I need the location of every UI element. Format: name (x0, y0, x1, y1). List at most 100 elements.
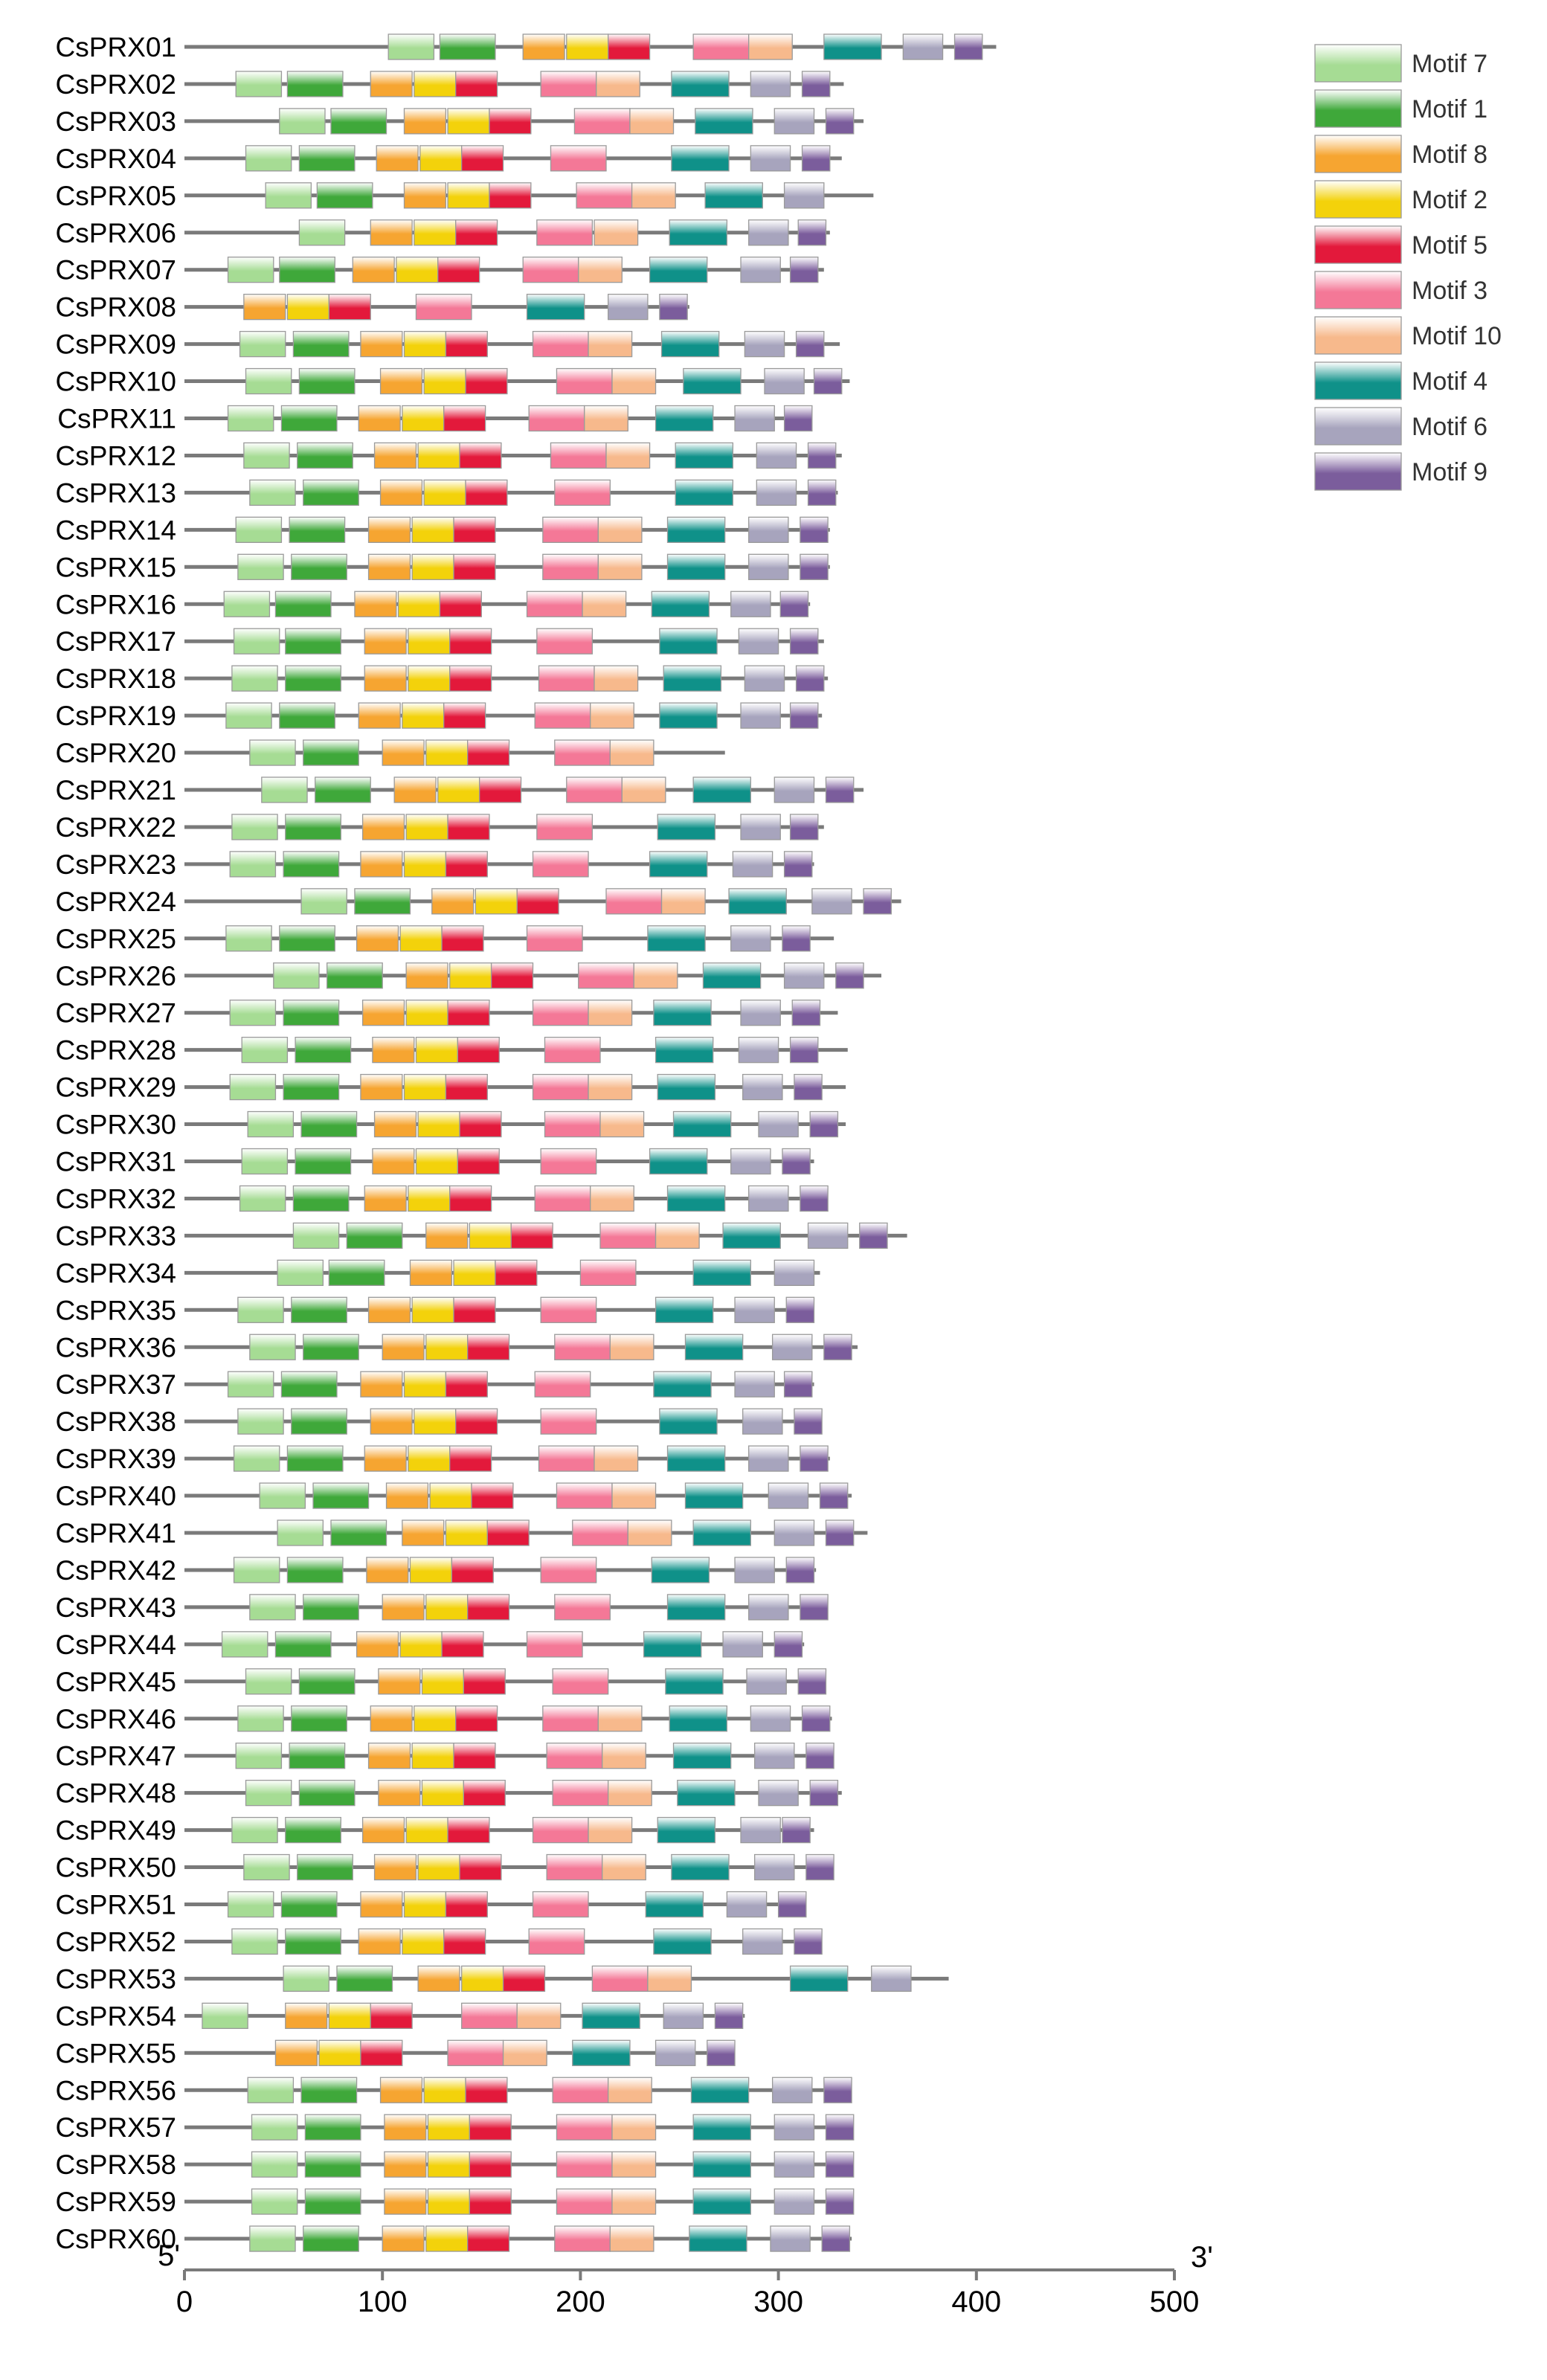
motif-8-box (370, 1705, 413, 1732)
motif-10-box (582, 591, 627, 617)
motif-1-box (291, 1408, 347, 1435)
motif-2-box (415, 1148, 459, 1175)
motif-9-box (800, 1594, 829, 1621)
motif-4-box (666, 1185, 726, 1212)
motif-3-box (556, 2188, 613, 2215)
gene-label: CsPRX25 (56, 924, 176, 954)
motif-9-box (794, 1928, 823, 1955)
motif-8-box (367, 516, 411, 543)
gene-row: CsPRX09 (56, 329, 840, 360)
motif-8-box (356, 1631, 399, 1658)
motif-3-box (544, 1037, 601, 1064)
motif-8-box (370, 219, 413, 246)
motif-6-box (750, 145, 791, 172)
motif-7-box (243, 442, 290, 469)
motif-6-box (740, 814, 781, 840)
legend-label: Motif 9 (1412, 458, 1488, 486)
legend-label: Motif 3 (1412, 277, 1488, 305)
motif-3-box (542, 1705, 599, 1732)
motif-1-box (289, 1743, 346, 1769)
motif-9-box (825, 2114, 855, 2141)
motif-1-box (292, 1185, 350, 1212)
motif-5-box (467, 739, 510, 766)
motif-6-box (738, 628, 779, 654)
legend-label: Motif 6 (1412, 413, 1488, 441)
motif-7-box (245, 1668, 292, 1695)
gene-label: CsPRX56 (56, 2075, 176, 2106)
motif-1-box (283, 1000, 340, 1026)
motif-9-box (789, 1037, 819, 1064)
motif-4-box (692, 2151, 751, 2178)
motif-4-box (651, 1557, 710, 1583)
motif-8-box (358, 1928, 401, 1955)
gene-row: CsPRX59 (56, 2187, 855, 2217)
motif-9-box (825, 2188, 855, 2215)
legend-swatch (1314, 316, 1402, 355)
motif-5-box (457, 1148, 500, 1175)
motif-9-box (789, 628, 819, 654)
motif-5-box (455, 219, 498, 246)
gene-label: CsPRX44 (56, 1630, 176, 1660)
motif-7-box (251, 2114, 298, 2141)
motif-1-box (274, 1631, 332, 1658)
gene-row: CsPRX12 (56, 440, 842, 471)
motif-5-box (441, 1631, 484, 1658)
motif-10-box (605, 442, 651, 469)
motif-7-box (225, 702, 272, 729)
motif-5-box (449, 1445, 492, 1472)
motif-4-box (672, 1110, 732, 1138)
motif-4-box (684, 1482, 744, 1509)
motif-3-box (532, 851, 589, 878)
motif-7-box (249, 1594, 296, 1621)
motif-1-box (285, 814, 341, 840)
motif-7-box (249, 2225, 296, 2252)
motif-7-box (245, 1779, 292, 1807)
motif-8-box (384, 2114, 427, 2141)
motif-2-box (425, 1334, 469, 1360)
gene-row: CsPRX50 (56, 1853, 834, 1883)
motif-8-box (352, 257, 395, 283)
motif-6-box (750, 1705, 791, 1732)
motif-4-box (657, 1816, 716, 1844)
motif-3-box (573, 108, 631, 135)
motif-2-box (423, 2077, 466, 2103)
motif-2-box (427, 2114, 470, 2141)
legend-swatch (1314, 407, 1402, 446)
motif-9-box (659, 293, 688, 321)
gene-label: CsPRX28 (56, 1035, 176, 1066)
motif-4-box (654, 1037, 714, 1064)
legend-swatch (1314, 271, 1402, 309)
motif-10-box (608, 2077, 652, 2103)
motif-2-box (415, 1037, 459, 1064)
motif-7-box (223, 591, 271, 617)
gene-label: CsPRX46 (56, 1704, 176, 1734)
motif-8-box (361, 814, 405, 840)
motif-7-box (233, 1445, 280, 1472)
motif-3-box (605, 888, 663, 915)
gene-label: CsPRX35 (56, 1295, 176, 1325)
motif-2-box (405, 1816, 448, 1844)
motif-2-box (409, 1557, 453, 1583)
motif-7-box (241, 1148, 289, 1175)
motif-10-box (588, 330, 633, 358)
motif-4-box (657, 814, 716, 840)
motif-3-box (534, 1371, 591, 1398)
motif-6-box (734, 1557, 775, 1583)
motif-3-box (556, 367, 613, 395)
motif-4-box (690, 2077, 750, 2103)
motif-2-box (414, 219, 457, 246)
motif-8-box (370, 1408, 413, 1435)
motif-9-box (807, 479, 837, 506)
motif-7-box (231, 1816, 278, 1844)
gene-row: CsPRX11 (57, 404, 813, 434)
motif-5-box (453, 553, 496, 580)
motif-3-box (540, 1557, 597, 1583)
motif-6-box (774, 1519, 815, 1546)
motif-5-box (370, 2002, 413, 2030)
motif-7-box (265, 182, 312, 209)
motif-3-box (554, 1594, 611, 1621)
motif-9-box (819, 1482, 849, 1509)
motif-1-box (315, 776, 371, 803)
motif-7-box (251, 2188, 298, 2215)
five-prime-label: 5' (158, 2239, 180, 2272)
